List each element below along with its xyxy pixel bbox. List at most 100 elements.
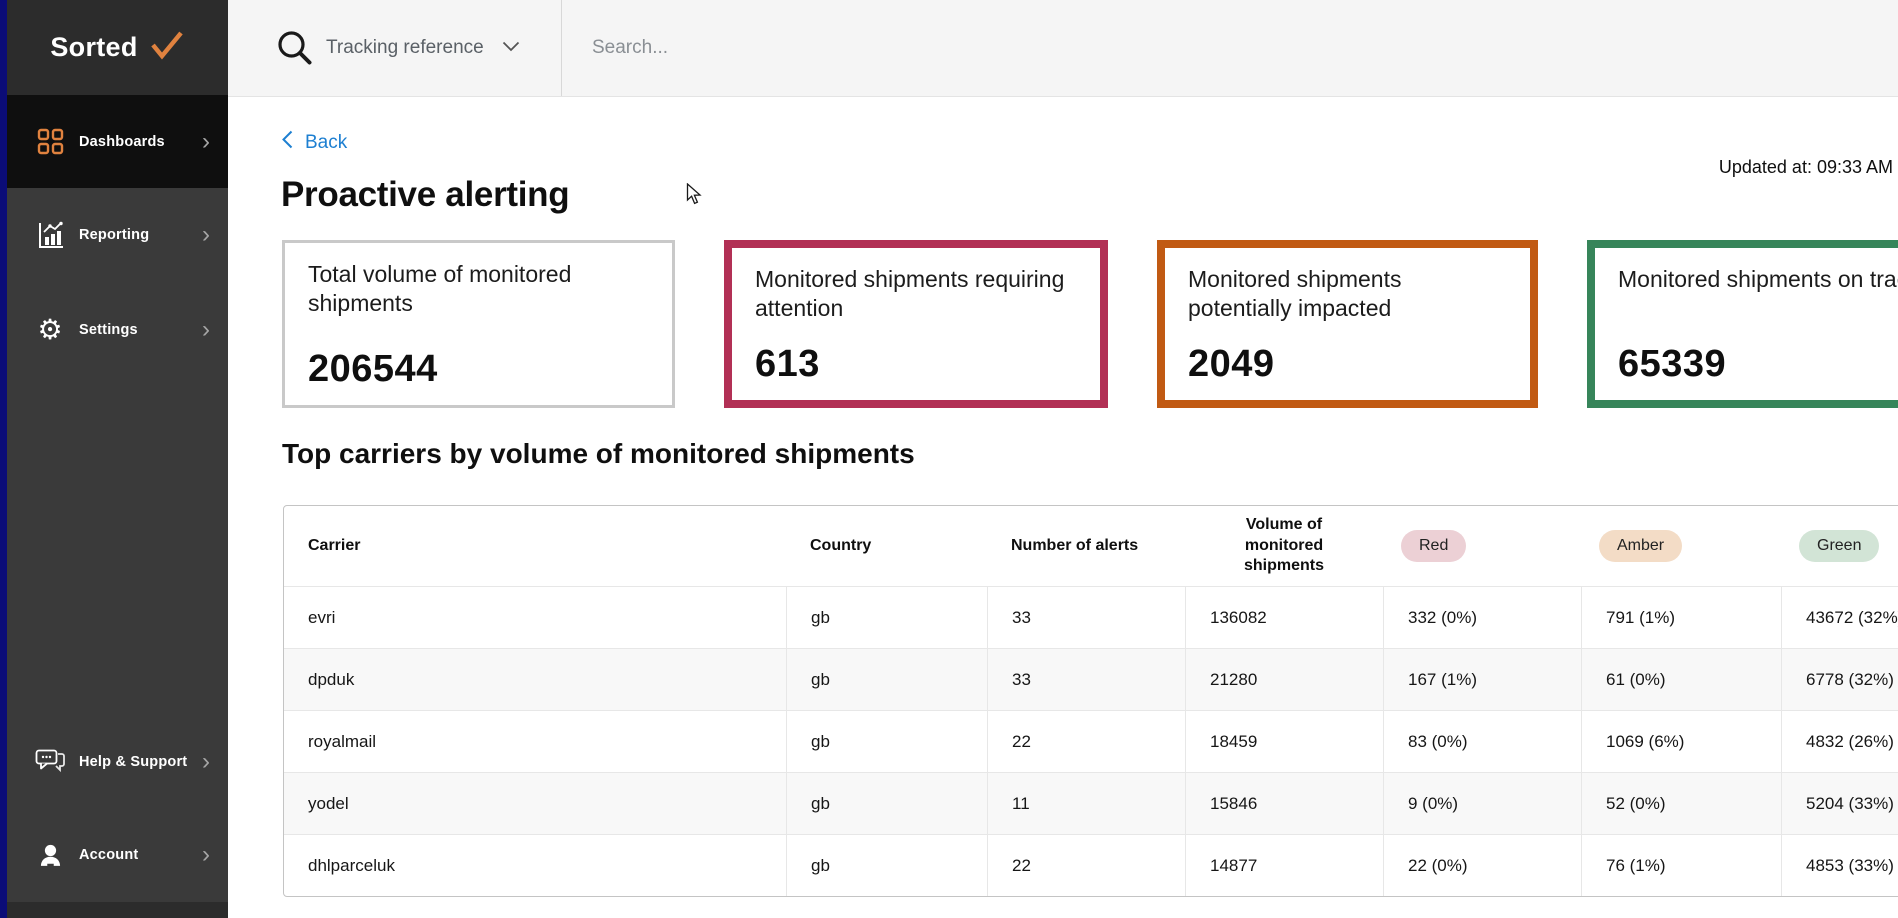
back-label: Back xyxy=(305,131,348,153)
brand-name: Sorted xyxy=(50,32,138,62)
cell-amber: 52 (0%) xyxy=(1581,773,1781,834)
chevron-right-icon: › xyxy=(202,316,210,343)
sidebar-item-label: Settings xyxy=(79,322,138,338)
chevron-right-icon: › xyxy=(202,748,210,775)
cell-red: 22 (0%) xyxy=(1383,835,1581,896)
cell-red: 332 (0%) xyxy=(1383,587,1581,648)
cell-green: 6778 (32%) xyxy=(1781,649,1898,710)
grid-icon xyxy=(33,128,67,155)
cell-amber: 1069 (6%) xyxy=(1581,711,1781,772)
column-header-amber: Amber xyxy=(1581,530,1781,562)
bar-chart-icon xyxy=(33,221,67,249)
sidebar-item-label: Account xyxy=(79,847,139,863)
amber-status-badge: Amber xyxy=(1599,530,1683,562)
chevron-left-icon xyxy=(282,130,293,155)
chat-bubbles-icon xyxy=(33,749,67,775)
table-row-yodel[interactable]: yodel gb 11 15846 9 (0%) 52 (0%) 5204 (3… xyxy=(284,772,1898,834)
column-header-carrier: Carrier xyxy=(308,537,361,554)
back-link[interactable]: Back xyxy=(282,130,347,155)
cell-amber: 61 (0%) xyxy=(1581,649,1781,710)
carriers-table: Carrier Country Number of alerts Volume … xyxy=(283,505,1898,897)
gear-icon: ⚙ xyxy=(37,314,63,345)
stat-cards: Total volume of monitored shipments 2065… xyxy=(282,240,1898,408)
table-row-evri[interactable]: evri gb 33 136082 332 (0%) 791 (1%) 4367… xyxy=(284,586,1898,648)
search-icon xyxy=(275,28,315,73)
topbar: Tracking reference xyxy=(228,0,1898,97)
sidebar-item-reporting[interactable]: Reporting › xyxy=(7,205,228,265)
chevron-right-icon: › xyxy=(202,841,210,868)
cell-country: gb xyxy=(786,711,987,772)
stat-card-total-volume: Total volume of monitored shipments 2065… xyxy=(282,240,675,408)
green-status-badge: Green xyxy=(1799,530,1880,562)
cell-red: 167 (1%) xyxy=(1383,649,1581,710)
cell-country: gb xyxy=(786,835,987,896)
sidebar-item-help-support[interactable]: Help & Support › xyxy=(7,732,228,792)
column-header-country: Country xyxy=(810,537,872,554)
table-body: evri gb 33 136082 332 (0%) 791 (1%) 4367… xyxy=(284,586,1898,896)
stat-card-requiring-attention: Monitored shipments requiring attention … xyxy=(724,240,1108,408)
stat-card-value: 2049 xyxy=(1188,343,1275,385)
cell-carrier: evri xyxy=(308,607,336,627)
cell-alerts: 33 xyxy=(987,649,1185,710)
table-header-row: Carrier Country Number of alerts Volume … xyxy=(284,506,1898,586)
column-header-red: Red xyxy=(1383,530,1581,562)
cell-carrier: dpduk xyxy=(308,669,355,689)
cell-carrier: dhlparceluk xyxy=(308,855,395,875)
cell-green: 5204 (33%) xyxy=(1781,773,1898,834)
table-row-dpduk[interactable]: dpduk gb 33 21280 167 (1%) 61 (0%) 6778 … xyxy=(284,648,1898,710)
check-icon xyxy=(149,30,185,65)
sidebar-item-label: Dashboards xyxy=(79,133,165,150)
sidebar-item-label: Help & Support xyxy=(79,754,188,770)
cell-country: gb xyxy=(786,649,987,710)
chevron-down-icon xyxy=(502,39,520,57)
cell-alerts: 33 xyxy=(987,587,1185,648)
sidebar-item-settings[interactable]: ⚙ Settings › xyxy=(7,300,228,360)
column-header-alerts: Number of alerts xyxy=(1011,537,1139,554)
chevron-right-icon: › xyxy=(202,127,210,155)
cell-volume: 136082 xyxy=(1185,587,1383,648)
stat-card-on-track: Monitored shipments on track 65339 xyxy=(1587,240,1898,408)
search-category-label: Tracking reference xyxy=(326,37,484,58)
stat-card-value: 613 xyxy=(755,343,820,385)
sidebar-footer xyxy=(7,902,228,918)
cell-volume: 14877 xyxy=(1185,835,1383,896)
sidebar-item-account[interactable]: Account › xyxy=(7,825,228,885)
cell-alerts: 22 xyxy=(987,711,1185,772)
stat-card-label: Monitored shipments on track xyxy=(1618,266,1898,292)
section-title: Top carriers by volume of monitored ship… xyxy=(282,438,915,469)
table-row-royalmail[interactable]: royalmail gb 22 18459 83 (0%) 1069 (6%) … xyxy=(284,710,1898,772)
search-category-dropdown[interactable]: Tracking reference xyxy=(326,0,520,96)
stat-card-label: Monitored shipments potentially impacted xyxy=(1188,266,1402,321)
search-input[interactable] xyxy=(592,0,1492,96)
cell-red: 83 (0%) xyxy=(1383,711,1581,772)
person-icon xyxy=(33,843,67,868)
stat-card-value: 206544 xyxy=(308,348,438,390)
red-status-badge: Red xyxy=(1401,530,1467,562)
column-header-green: Green xyxy=(1781,530,1898,562)
sidebar-accent-strip xyxy=(0,0,7,918)
cell-green: 4853 (33%) xyxy=(1781,835,1898,896)
cell-carrier: yodel xyxy=(308,793,349,813)
cell-country: gb xyxy=(786,587,987,648)
stat-card-label: Total volume of monitored shipments xyxy=(308,261,572,316)
brand-logo[interactable]: Sorted xyxy=(7,0,228,95)
stat-card-label: Monitored shipments requiring attention xyxy=(755,266,1065,321)
cell-green: 4832 (26%) xyxy=(1781,711,1898,772)
page-title: Proactive alerting xyxy=(281,175,570,214)
cell-green: 43672 (32%) xyxy=(1781,587,1898,648)
updated-at-text: Updated at: 09:33 AM xyxy=(1718,157,1893,177)
cell-amber: 791 (1%) xyxy=(1581,587,1781,648)
cell-red: 9 (0%) xyxy=(1383,773,1581,834)
table-row-dhlparceluk[interactable]: dhlparceluk gb 22 14877 22 (0%) 76 (1%) … xyxy=(284,834,1898,896)
stat-card-potentially-impacted: Monitored shipments potentially impacted… xyxy=(1157,240,1538,408)
cell-amber: 76 (1%) xyxy=(1581,835,1781,896)
column-header-volume: Volume of monitored shipments xyxy=(1243,515,1324,575)
sidebar-item-dashboards[interactable]: Dashboards › xyxy=(7,95,228,188)
mouse-cursor xyxy=(686,182,705,210)
cell-carrier: royalmail xyxy=(308,731,377,751)
chevron-right-icon: › xyxy=(202,221,210,248)
cell-volume: 21280 xyxy=(1185,649,1383,710)
stat-card-value: 65339 xyxy=(1618,343,1727,385)
cell-volume: 18459 xyxy=(1185,711,1383,772)
sidebar-item-label: Reporting xyxy=(79,227,150,243)
